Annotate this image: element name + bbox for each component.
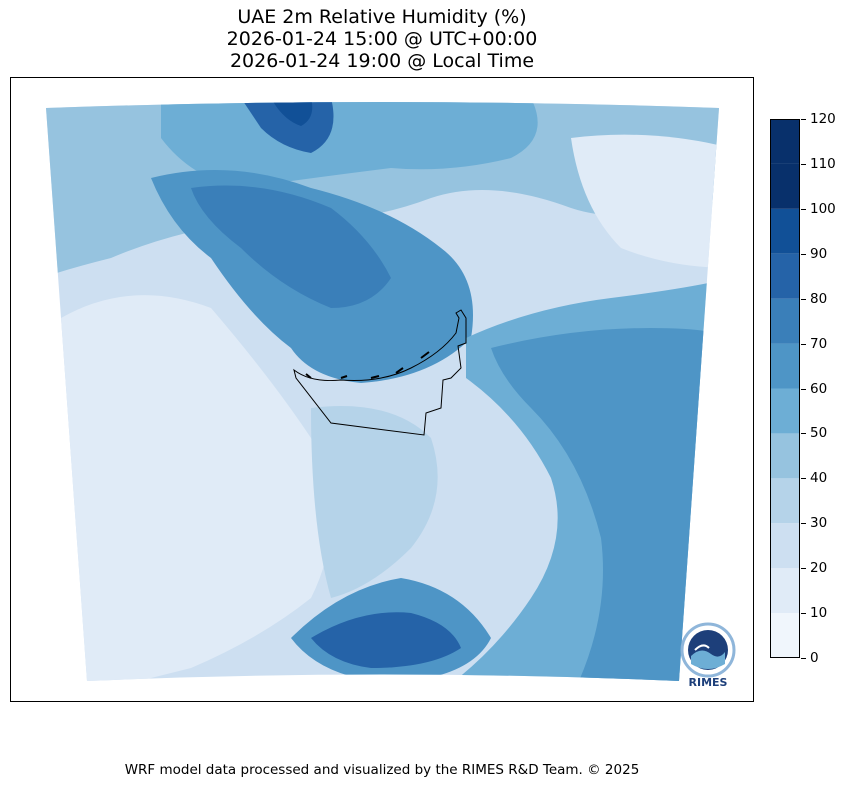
- title-line-3: 2026-01-24 19:00 @ Local Time: [229, 50, 535, 72]
- colorbar-band: [770, 478, 800, 524]
- colorbar-tick-mark: [801, 388, 806, 390]
- uae-border: [293, 309, 467, 436]
- colorbar-band: [770, 119, 800, 164]
- colorbar-tick-label: 90: [810, 245, 828, 262]
- colorbar-band: [770, 433, 800, 479]
- colorbar-band: [770, 523, 800, 569]
- colorbar-band: [770, 343, 800, 389]
- humidity-region-north-peak-core: [271, 102, 313, 126]
- colorbar-tick-label: 20: [810, 560, 828, 577]
- colorbar-band: [770, 163, 800, 209]
- colorbar-tick-mark: [801, 523, 806, 525]
- humidity-region-east-light: [571, 134, 719, 268]
- humidity-map: [46, 102, 719, 681]
- colorbar-tick-label: 30: [810, 515, 828, 532]
- colorbar-bands: [770, 119, 800, 658]
- colorbar-tick-label: 80: [810, 290, 828, 307]
- colorbar-band: [770, 208, 800, 254]
- colorbar-tick-label: 70: [810, 335, 828, 352]
- rimes-logo-icon: [680, 622, 736, 678]
- colorbar-tick-mark: [801, 298, 806, 300]
- title-line-2: 2026-01-24 15:00 @ UTC+00:00: [226, 28, 538, 50]
- colorbar-tick-mark: [801, 478, 806, 480]
- colorbar-tick-label: 120: [810, 111, 836, 127]
- colorbar-tick-label: 40: [810, 470, 828, 487]
- colorbar-band: [770, 298, 800, 344]
- map-title: UAE 2m Relative Humidity (%) 2026-01-24 …: [10, 6, 754, 72]
- rimes-logo-text: RIMES: [688, 676, 728, 689]
- colorbar-tick-mark: [801, 163, 806, 165]
- colorbar-tick-label: 100: [810, 200, 836, 217]
- humidity-region-gulf-core: [191, 185, 391, 308]
- colorbar-tick-label: 110: [810, 155, 836, 172]
- colorbar-band: [770, 613, 800, 658]
- colorbar-tick-mark: [801, 119, 806, 120]
- colorbar-tick-mark: [801, 433, 806, 435]
- map-panel: [10, 77, 754, 702]
- colorbar-tick-label: 50: [810, 425, 828, 442]
- colorbar-tick-mark: [801, 658, 806, 659]
- humidity-region-south-core: [311, 612, 461, 668]
- humidity-region-north-inner: [161, 102, 538, 188]
- colorbar-tick-label: 10: [810, 605, 828, 622]
- humidity-region-west-dry: [46, 295, 331, 681]
- title-line-1: UAE 2m Relative Humidity (%): [237, 6, 527, 28]
- colorbar-tick-mark: [801, 613, 806, 615]
- humidity-region-interior-mid: [311, 406, 438, 598]
- colorbar-tick-label: 0: [810, 650, 819, 666]
- colorbar: [770, 119, 800, 658]
- uae-coastline-islands: [305, 351, 430, 379]
- colorbar-band: [770, 388, 800, 434]
- humidity-region-east-core: [491, 328, 719, 681]
- colorbar-border: [770, 119, 800, 658]
- colorbar-tick-mark: [801, 568, 806, 570]
- footer-credit: WRF model data processed and visualized …: [124, 762, 640, 778]
- rimes-logo: RIMES: [677, 620, 739, 690]
- colorbar-band: [770, 568, 800, 614]
- colorbar-tick-mark: [801, 343, 806, 345]
- colorbar-tick-mark: [801, 208, 806, 210]
- colorbar-band: [770, 253, 800, 299]
- colorbar-tick-mark: [801, 253, 806, 255]
- colorbar-tick-label: 60: [810, 380, 828, 397]
